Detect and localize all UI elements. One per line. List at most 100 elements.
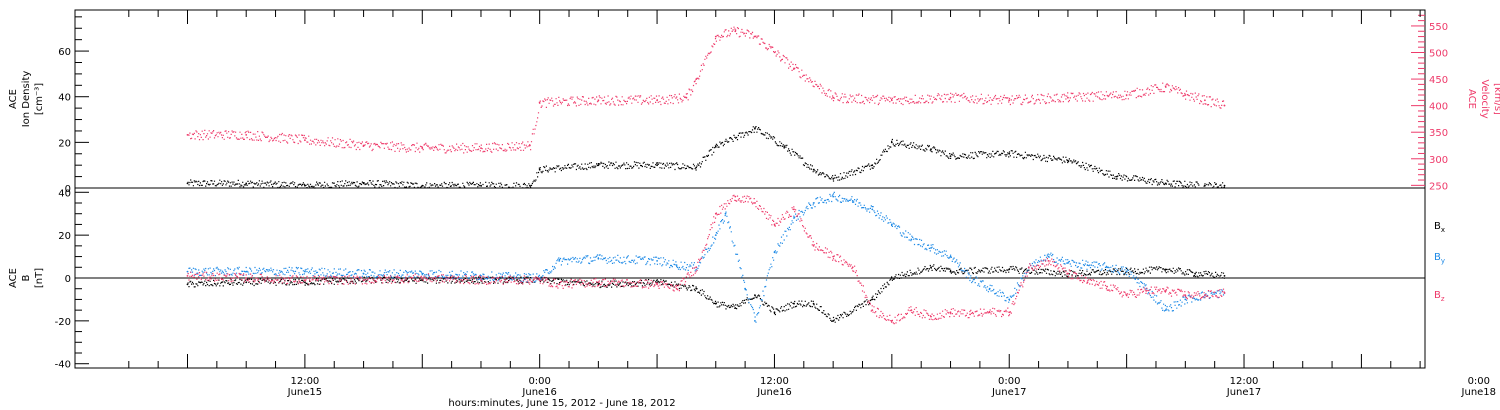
- ion-density-dots-point: [783, 146, 786, 148]
- ion-density-series: [186, 126, 1226, 189]
- ion-density-dots-point: [695, 166, 698, 169]
- top-panel-frame: [74, 9, 1426, 189]
- bx-dots-point: [734, 307, 737, 309]
- bz-dots-point: [812, 245, 815, 247]
- by-dots-point: [832, 195, 835, 198]
- bx-dots-point: [186, 283, 189, 286]
- bz-dots-point: [1106, 285, 1108, 288]
- velocity-dots-point: [1067, 96, 1069, 99]
- time-tick-label: 0:00: [528, 376, 550, 387]
- bz-dots-point: [558, 283, 561, 286]
- by-dots-point: [949, 255, 952, 258]
- bx-dots-point: [949, 270, 952, 273]
- density-axis-ticks: 0 20 40 60: [58, 16, 89, 195]
- velocity-dots-point: [1184, 94, 1187, 96]
- bz-dots-point: [1008, 311, 1011, 314]
- ion-density-dots-point: [186, 182, 189, 185]
- ion-density-dots-point: [949, 155, 952, 158]
- bz-dots-point: [949, 311, 952, 314]
- velocity-axis-label-1: ACE: [1466, 89, 1477, 109]
- velocity-dots-point: [529, 144, 531, 147]
- date-tick-label: June18: [1461, 387, 1497, 398]
- density-axis-label-3: [cm⁻³]: [34, 83, 45, 115]
- velocity-tick-label: 450: [1429, 75, 1448, 86]
- bz-dots-point: [734, 195, 737, 198]
- bz-dots-point: [1145, 290, 1148, 292]
- b-tick-label: 20: [58, 231, 71, 242]
- legend-label-y: By: [1434, 252, 1445, 265]
- bx-dots-point: [812, 302, 815, 305]
- by-dots-point: [186, 270, 189, 273]
- bx-dots-point: [1223, 275, 1226, 277]
- bx-dots: [187, 264, 1225, 323]
- ion-density-dots-point: [871, 164, 874, 167]
- velocity-tick-label: 550: [1429, 22, 1448, 33]
- velocity-dots-point: [538, 102, 541, 104]
- velocity-dots-point: [1164, 86, 1167, 88]
- by-dots-point: [558, 260, 561, 262]
- velocity-dots-point: [186, 134, 189, 136]
- by-dots-point: [656, 260, 658, 262]
- density-tick-label: 40: [58, 93, 71, 104]
- velocity-dots-point: [754, 35, 756, 38]
- velocity-dots-point: [949, 96, 952, 99]
- by-dots-point: [1125, 270, 1128, 273]
- velocity-dots-point: [656, 99, 658, 102]
- by-dots-point: [812, 202, 815, 204]
- bz-dots-point: [773, 223, 776, 226]
- ion-density-dots-point: [832, 178, 835, 180]
- bx-dots-point: [245, 281, 248, 284]
- ion-density-dots-point: [421, 184, 424, 187]
- time-tick-label: 12:00: [1230, 376, 1259, 387]
- ion-density-dots-point: [538, 168, 541, 171]
- by-dots-point: [304, 270, 306, 273]
- bx-dots-point: [304, 281, 306, 284]
- ion-density-dots-point: [1204, 184, 1206, 187]
- bz-dots-point: [1204, 294, 1206, 296]
- bx-dots-point: [930, 266, 932, 269]
- velocity-dots-point: [695, 78, 698, 80]
- by-dots-point: [930, 247, 932, 249]
- by-dots-point: [1008, 298, 1011, 301]
- bz-dots-point: [675, 287, 678, 290]
- time-axis-ticks: 12:00June150:00June1612:00June160:00June…: [128, 10, 1497, 398]
- x-axis-label: hours:minutes, June 15, 2012 - June 18, …: [448, 398, 675, 409]
- velocity-dots: [187, 26, 1225, 154]
- velocity-dots-point: [1125, 94, 1128, 96]
- velocity-dots-point: [832, 96, 835, 99]
- by-dots-point: [744, 287, 746, 290]
- b-axis-ticks: -40 -20 0 20 40: [55, 188, 89, 371]
- bx-dots-point: [714, 302, 717, 305]
- ion-density-dots-point: [1008, 152, 1011, 155]
- b-tick-label: 0: [65, 274, 71, 285]
- bz-dots-point: [304, 279, 306, 281]
- bz-dots-point: [871, 309, 874, 311]
- velocity-dots-point: [1204, 99, 1206, 102]
- bx-dots-point: [871, 298, 874, 301]
- by-dots-point: [1047, 255, 1050, 258]
- bx-dots-point: [597, 283, 600, 286]
- bz-dots-point: [1125, 294, 1128, 296]
- ion-density-dots-point: [304, 184, 306, 187]
- velocity-dots-point: [793, 67, 795, 70]
- by-dots-point: [362, 272, 365, 275]
- date-tick-label: June15: [287, 387, 323, 398]
- velocity-dots-point: [714, 35, 717, 38]
- velocity-tick-label: 250: [1429, 181, 1448, 192]
- ion-density-dots-point: [1067, 159, 1069, 162]
- velocity-dots-point: [362, 144, 365, 147]
- bz-dots-point: [793, 208, 795, 211]
- time-tick-label: 0:00: [1468, 376, 1490, 387]
- by-dots: [187, 191, 1225, 323]
- date-tick-label: June17: [991, 387, 1027, 398]
- bz-dots-point: [362, 279, 365, 281]
- bx-dots-point: [754, 294, 756, 296]
- bz-dots-point: [1164, 290, 1167, 292]
- ion-density-dots-point: [930, 148, 932, 151]
- legend-label-x: Bx: [1434, 221, 1445, 234]
- velocity-dots-point: [245, 134, 248, 136]
- bz-dots-point: [832, 255, 835, 258]
- top-panel: 0 20 40 60 250 300 350 400 450 500 550 ACE Ion De…: [8, 9, 1500, 195]
- bz-dots: [187, 194, 1225, 325]
- velocity-tick-label: 500: [1429, 49, 1448, 60]
